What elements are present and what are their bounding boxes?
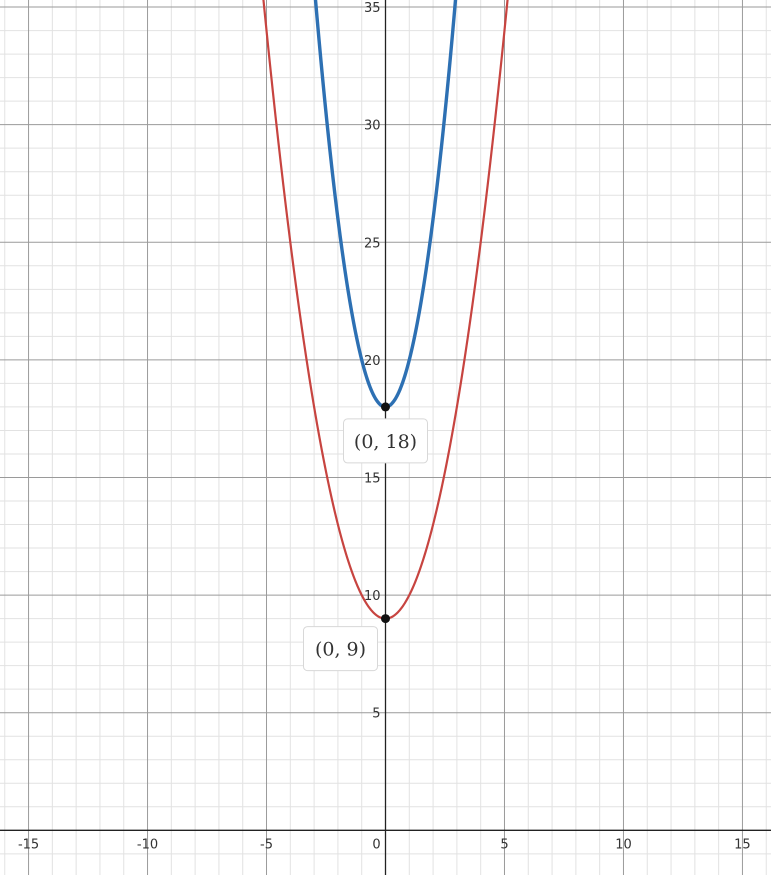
point-label: (0, 18) bbox=[343, 418, 428, 464]
y-tick-label: 20 bbox=[364, 354, 381, 369]
point-label-box bbox=[343, 418, 428, 464]
x-tick-label: -10 bbox=[137, 837, 158, 852]
y-tick-label: 15 bbox=[364, 471, 381, 486]
point-label-text: (0, 18) bbox=[354, 431, 417, 453]
y-tick-label: 35 bbox=[364, 1, 381, 16]
x-tick-label: 15 bbox=[734, 837, 751, 852]
y-tick-label: 10 bbox=[364, 589, 381, 604]
x-tick-label: -5 bbox=[260, 837, 273, 852]
point-label-text: (0, 9) bbox=[315, 639, 366, 661]
y-tick-label: 25 bbox=[364, 236, 381, 251]
x-tick-label: 10 bbox=[615, 837, 632, 852]
x-tick-label: 5 bbox=[500, 837, 508, 852]
point-marker bbox=[381, 402, 390, 412]
point-marker bbox=[381, 614, 390, 624]
x-tick-label: -15 bbox=[18, 837, 39, 852]
points: (0, 18) (0, 9) bbox=[303, 402, 428, 672]
x-tick-label: 0 bbox=[372, 837, 380, 852]
point-label: (0, 9) bbox=[303, 626, 378, 672]
point-label-box bbox=[303, 626, 378, 672]
y-tick-label: 5 bbox=[372, 707, 380, 722]
y-tick-label: 30 bbox=[364, 119, 381, 134]
tick-labels: -15 -10 -5 0 5 10 15 5 10 15 20 25 30 35 bbox=[18, 1, 751, 852]
